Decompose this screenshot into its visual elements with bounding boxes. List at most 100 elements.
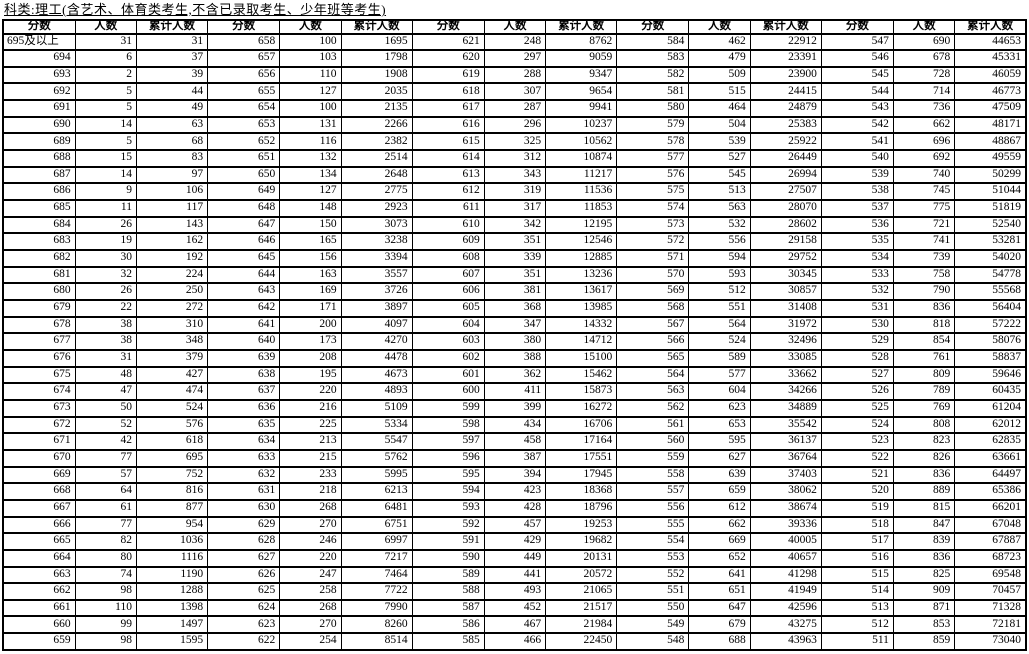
cell-score: 558 bbox=[616, 465, 690, 485]
cell-count: 110 bbox=[74, 598, 137, 618]
cell-cumulative: 2135 bbox=[340, 99, 413, 118]
cell-cumulative: 42596 bbox=[749, 598, 822, 618]
cell-count: 853 bbox=[892, 615, 956, 635]
cell-count: 2 bbox=[74, 65, 137, 85]
cell-score: 656 bbox=[207, 65, 281, 85]
cell-cumulative: 348 bbox=[135, 332, 209, 351]
cell-score: 692 bbox=[2, 82, 76, 102]
cell-count: 343 bbox=[483, 165, 547, 185]
cell-score: 655 bbox=[207, 82, 281, 102]
cell-cumulative: 7722 bbox=[340, 582, 413, 601]
cell-score: 667 bbox=[2, 498, 76, 518]
cell-count: 690 bbox=[892, 32, 956, 52]
cell-score: 567 bbox=[616, 315, 690, 335]
cell-cumulative: 3557 bbox=[340, 265, 413, 285]
cell-cumulative: 13985 bbox=[545, 299, 618, 318]
cell-score: 516 bbox=[820, 548, 894, 568]
cell-cumulative: 54020 bbox=[954, 249, 1027, 268]
table-row: 676 31 379 639 208 4478 602 388 15100 565 589 33085… bbox=[2, 348, 1027, 368]
cell-score: 654 bbox=[207, 99, 281, 118]
cell-count: 513 bbox=[688, 182, 751, 202]
table-row: 678 38 310 641 200 4097 604 347 14332 567 564 31972… bbox=[2, 315, 1027, 335]
cell-cumulative: 1908 bbox=[340, 65, 413, 85]
cell-cumulative: 11217 bbox=[545, 165, 618, 185]
cell-score: 526 bbox=[820, 382, 894, 401]
cell-count: 307 bbox=[483, 82, 547, 102]
cell-cumulative: 30857 bbox=[749, 282, 822, 301]
cell-count: 623 bbox=[688, 398, 751, 418]
cell-count: 362 bbox=[483, 365, 547, 385]
col-header-count: 人数 bbox=[892, 19, 956, 35]
table-row: 668 64 816 631 218 6213 594 423 18368 557 659 38062… bbox=[2, 482, 1027, 501]
col-header-count: 人数 bbox=[483, 19, 547, 35]
cell-count: 254 bbox=[279, 632, 342, 651]
cell-score: 588 bbox=[411, 582, 485, 601]
cell-score: 635 bbox=[207, 415, 281, 435]
cell-score: 511 bbox=[820, 632, 894, 651]
cell-score: 695及以上 bbox=[2, 32, 76, 52]
page-title: 科类:理工(含艺术、体育类考生,不含已录取考生、少年班等考生) bbox=[4, 2, 387, 17]
cell-count: 449 bbox=[483, 548, 547, 568]
cell-count: 836 bbox=[892, 299, 956, 318]
cell-count: 662 bbox=[688, 515, 751, 535]
cell-cumulative: 67048 bbox=[954, 515, 1027, 535]
cell-cumulative: 2514 bbox=[340, 149, 413, 168]
col-header-count: 人数 bbox=[688, 19, 751, 35]
cell-score: 671 bbox=[2, 432, 76, 451]
cell-cumulative: 16706 bbox=[545, 415, 618, 435]
cell-count: 61 bbox=[74, 498, 137, 518]
cell-count: 679 bbox=[688, 615, 751, 635]
cell-cumulative: 70457 bbox=[954, 582, 1027, 601]
cell-cumulative: 877 bbox=[135, 498, 209, 518]
cell-score: 634 bbox=[207, 432, 281, 451]
cell-cumulative: 5547 bbox=[340, 432, 413, 451]
cell-cumulative: 11536 bbox=[545, 182, 618, 202]
cell-count: 270 bbox=[279, 615, 342, 635]
table-row: 689 5 68 652 116 2382 615 325 10562 578 539 25922 54… bbox=[2, 132, 1027, 152]
cell-score: 515 bbox=[820, 565, 894, 585]
cell-score: 615 bbox=[411, 132, 485, 152]
cell-cumulative: 24415 bbox=[749, 82, 822, 102]
cell-count: 317 bbox=[483, 199, 547, 218]
cell-cumulative: 23900 bbox=[749, 65, 822, 85]
cell-cumulative: 29158 bbox=[749, 232, 822, 252]
cell-cumulative: 53281 bbox=[954, 232, 1027, 252]
cell-cumulative: 48171 bbox=[954, 115, 1027, 135]
table-header: 分数 人数 累计人数 分数 人数 累计人数 分数 人数 累计人数 分数 人数 累计人数 分数 人数 累计人数 bbox=[2, 19, 1027, 35]
cell-score: 613 bbox=[411, 165, 485, 185]
cell-score: 542 bbox=[820, 115, 894, 135]
cell-score: 592 bbox=[411, 515, 485, 535]
cell-count: 110 bbox=[279, 65, 342, 85]
cell-count: 57 bbox=[74, 465, 137, 485]
cell-cumulative: 20572 bbox=[545, 565, 618, 585]
cell-count: 889 bbox=[892, 482, 956, 501]
table-row: 663 74 1190 626 247 7464 589 441 20572 552 641 4129… bbox=[2, 565, 1027, 585]
cell-count: 381 bbox=[483, 282, 547, 301]
cell-cumulative: 59646 bbox=[954, 365, 1027, 385]
cell-cumulative: 43963 bbox=[749, 632, 822, 651]
cell-score: 609 bbox=[411, 232, 485, 252]
cell-score: 593 bbox=[411, 498, 485, 518]
cell-cumulative: 68723 bbox=[954, 548, 1027, 568]
cell-count: 220 bbox=[279, 548, 342, 568]
cell-score: 572 bbox=[616, 232, 690, 252]
cell-cumulative: 20131 bbox=[545, 548, 618, 568]
cell-score: 561 bbox=[616, 415, 690, 435]
cell-score: 606 bbox=[411, 282, 485, 301]
cell-cumulative: 34889 bbox=[749, 398, 822, 418]
cell-score: 531 bbox=[820, 299, 894, 318]
cell-count: 296 bbox=[483, 115, 547, 135]
cell-score: 523 bbox=[820, 432, 894, 451]
cell-score: 525 bbox=[820, 398, 894, 418]
cell-cumulative: 61204 bbox=[954, 398, 1027, 418]
col-header-count: 人数 bbox=[74, 19, 137, 35]
cell-cumulative: 9941 bbox=[545, 99, 618, 118]
cell-score: 659 bbox=[2, 632, 76, 651]
cell-count: 394 bbox=[483, 465, 547, 485]
cell-score: 562 bbox=[616, 398, 690, 418]
cell-score: 573 bbox=[616, 215, 690, 235]
cell-score: 618 bbox=[411, 82, 485, 102]
cell-score: 658 bbox=[207, 32, 281, 52]
cell-score: 694 bbox=[2, 49, 76, 68]
cell-cumulative: 12885 bbox=[545, 249, 618, 268]
